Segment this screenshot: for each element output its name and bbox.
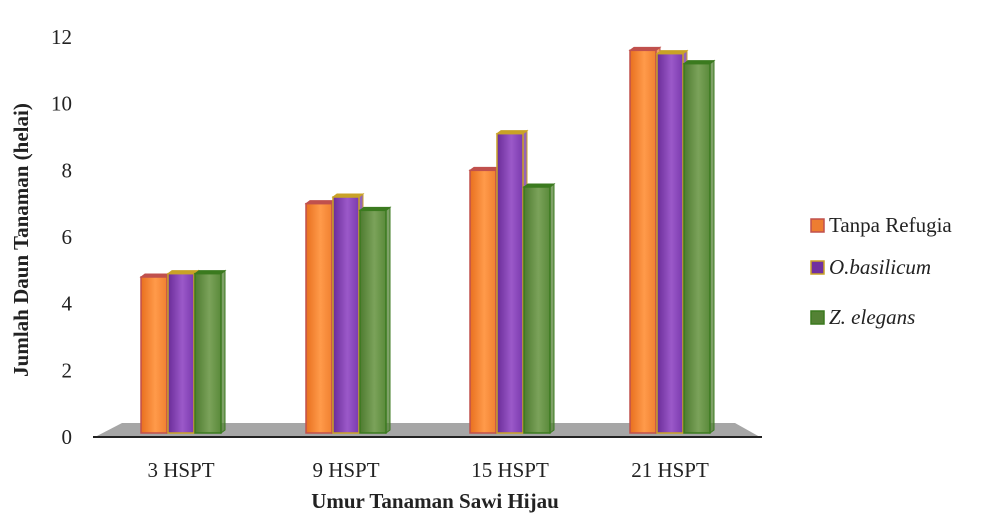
bar-tanpa-refugia-15-hspt bbox=[468, 166, 502, 434]
bar-tanpa-refugia-9-hspt bbox=[304, 199, 338, 434]
y-tick-label: 2 bbox=[62, 358, 73, 382]
x-axis-title: Umur Tanaman Sawi Hijau bbox=[311, 489, 559, 513]
x-tick-label: 15 HSPT bbox=[471, 458, 549, 482]
bar-o-basilicum-21-hspt bbox=[655, 49, 689, 434]
y-tick-label: 6 bbox=[62, 225, 73, 249]
bar-z-elegans-21-hspt bbox=[682, 59, 716, 434]
legend-swatch bbox=[810, 260, 825, 275]
y-tick-label: 0 bbox=[62, 425, 73, 449]
legend-label: O.basilicum bbox=[829, 255, 931, 279]
bars bbox=[139, 46, 716, 434]
bar-o-basilicum-9-hspt bbox=[331, 193, 365, 434]
y-tick-label: 10 bbox=[51, 92, 72, 116]
bar-tanpa-refugia-3-hspt bbox=[139, 273, 173, 434]
x-tick-label: 21 HSPT bbox=[631, 458, 709, 482]
y-tick-label: 4 bbox=[62, 292, 73, 316]
x-tick-label: 3 HSPT bbox=[147, 458, 214, 482]
bar-tanpa-refugia-21-hspt bbox=[628, 46, 662, 434]
legend: Tanpa Refugia O.basilicum Z. elegans bbox=[810, 213, 952, 329]
legend-swatch bbox=[810, 310, 825, 325]
bar-z-elegans-15-hspt bbox=[522, 183, 556, 434]
legend-item-tanpa-refugia: Tanpa Refugia bbox=[810, 213, 952, 237]
legend-label: Z. elegans bbox=[829, 305, 915, 329]
y-tick-labels: 0 2 4 6 8 10 12 bbox=[51, 25, 73, 449]
x-tick-labels: 3 HSPT 9 HSPT 15 HSPT 21 HSPT bbox=[147, 458, 709, 482]
legend-label: Tanpa Refugia bbox=[829, 213, 952, 237]
y-tick-label: 8 bbox=[62, 158, 73, 182]
bar-o-basilicum-15-hspt bbox=[495, 129, 529, 434]
legend-item-z-elegans: Z. elegans bbox=[810, 305, 915, 329]
legend-swatch bbox=[810, 218, 825, 233]
bar-z-elegans-3-hspt bbox=[193, 269, 227, 434]
x-tick-label: 9 HSPT bbox=[312, 458, 379, 482]
bar-z-elegans-9-hspt bbox=[358, 206, 392, 434]
legend-item-o-basilicum: O.basilicum bbox=[810, 255, 931, 279]
bar-o-basilicum-3-hspt bbox=[166, 269, 200, 434]
y-tick-label: 12 bbox=[51, 25, 72, 49]
chart-floor bbox=[95, 423, 760, 437]
y-axis-title: Jumlah Daun Tanaman (helai) bbox=[9, 103, 33, 377]
